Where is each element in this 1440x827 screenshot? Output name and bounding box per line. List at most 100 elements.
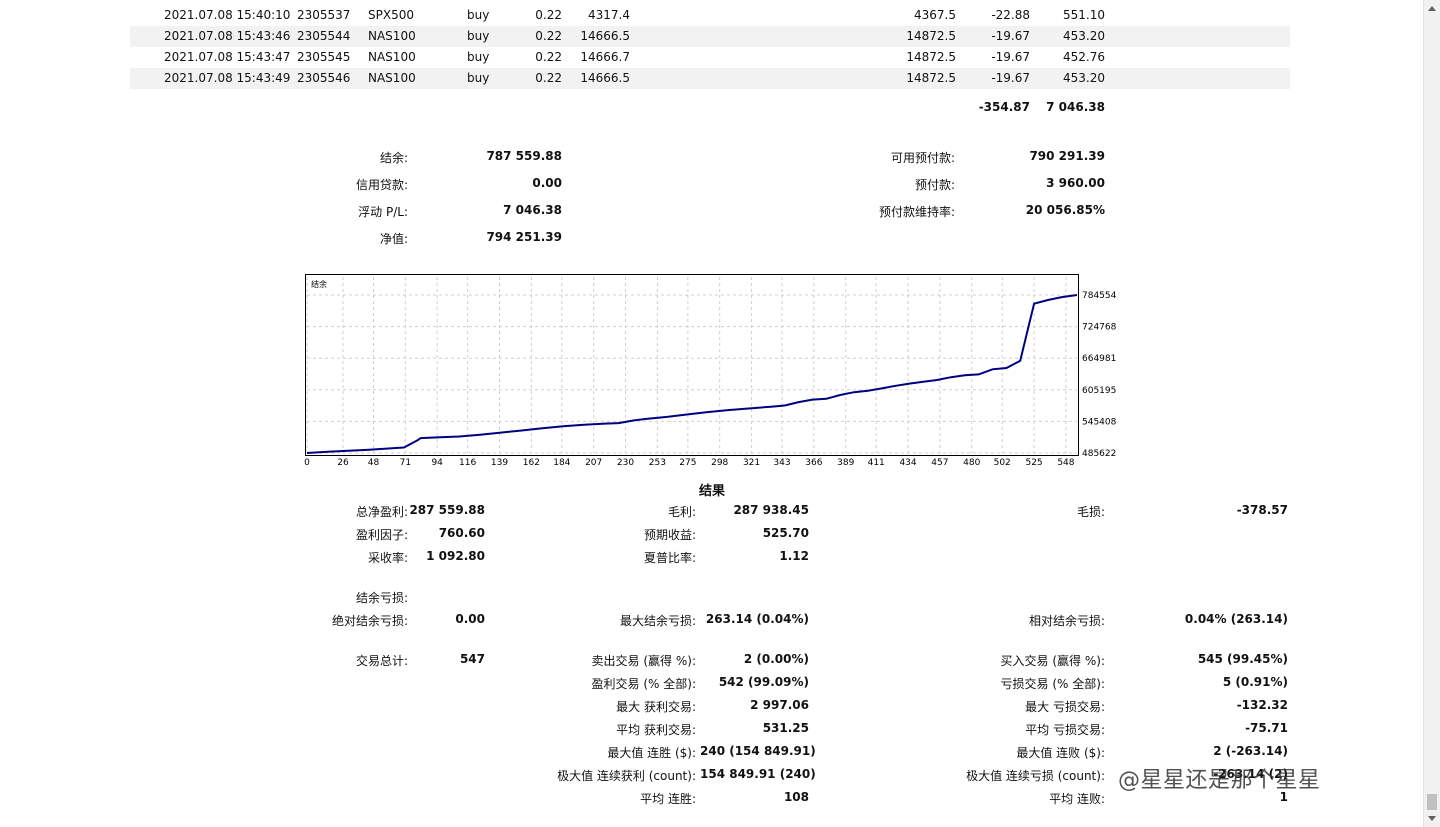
- long-trades-label: 买入交易 (赢得 %):: [1000, 654, 1105, 668]
- balance-series-line: [306, 294, 1078, 454]
- x-tick-label: 230: [617, 458, 634, 468]
- trade-time: 2021.07.08 15:40:10: [164, 8, 291, 22]
- trade-open-price: 14666.7: [580, 50, 630, 64]
- trade-symbol: NAS100: [368, 71, 416, 85]
- trade-open-price: 14666.5: [580, 71, 630, 85]
- floating-pl-value: 7 046.38: [503, 203, 562, 217]
- trade-close-price: 14872.5: [906, 50, 956, 64]
- balance-drawdown-header: 结余亏损:: [355, 591, 408, 605]
- x-tick-label: 321: [743, 458, 760, 468]
- vertical-scrollbar[interactable]: [1423, 0, 1440, 827]
- trade-swap: -19.67: [991, 71, 1030, 85]
- net-profit-value: 287 559.88: [409, 503, 485, 517]
- trade-profit: 452.76: [1063, 50, 1105, 64]
- trade-symbol: NAS100: [368, 29, 416, 43]
- trade-symbol: SPX500: [368, 8, 414, 22]
- table-row: 2021.07.08 15:43:47 2305545 NAS100 buy 0…: [130, 47, 1290, 68]
- x-tick-label: 184: [553, 458, 570, 468]
- average-loss-label: 平均 亏损交易:: [1025, 723, 1105, 737]
- x-tick-label: 116: [459, 458, 476, 468]
- margin-value: 3 960.00: [1046, 176, 1105, 190]
- y-tick-label: 605195: [1082, 386, 1116, 396]
- trade-profit: 551.10: [1063, 8, 1105, 22]
- average-consecutive-wins-label: 平均 连胜:: [640, 792, 696, 806]
- average-consecutive-wins-value: 108: [783, 790, 809, 804]
- free-margin-value: 790 291.39: [1029, 149, 1105, 163]
- balance-value: 787 559.88: [486, 149, 562, 163]
- maximal-consecutive-profit-value: 154 849.91 (240): [700, 767, 816, 781]
- x-tick-label: 71: [400, 458, 411, 468]
- trade-time: 2021.07.08 15:43:49: [164, 71, 291, 85]
- absolute-drawdown-label: 绝对结余亏损:: [331, 614, 408, 628]
- balance-chart: 结余: [305, 274, 1079, 456]
- x-tick-label: 411: [868, 458, 885, 468]
- trade-close-price: 14872.5: [906, 71, 956, 85]
- profit-factor-label: 盈利因子:: [355, 528, 408, 542]
- recovery-factor-value: 1 092.80: [426, 549, 485, 563]
- x-tick-label: 548: [1057, 458, 1074, 468]
- max-consecutive-wins-label: 最大值 连胜 ($):: [607, 746, 696, 760]
- results-title: 结果: [699, 484, 726, 499]
- largest-loss-value: -132.32: [1236, 698, 1288, 712]
- net-profit-label: 总净盈利:: [355, 505, 408, 519]
- trade-volume: 0.22: [535, 71, 562, 85]
- x-tick-label: 434: [899, 458, 916, 468]
- trade-type: buy: [467, 50, 490, 64]
- profit-factor-value: 760.60: [438, 526, 485, 540]
- expected-payoff-value: 525.70: [762, 526, 809, 540]
- margin-label: 预付款:: [914, 178, 955, 192]
- average-consecutive-losses-label: 平均 连败:: [1049, 792, 1105, 806]
- trade-volume: 0.22: [535, 8, 562, 22]
- trade-symbol: NAS100: [368, 50, 416, 64]
- profit-trades-value: 542 (99.09%): [718, 675, 809, 689]
- trade-close-price: 4367.5: [914, 8, 956, 22]
- scroll-up-arrow-icon[interactable]: [1428, 6, 1436, 11]
- trade-close-price: 14872.5: [906, 29, 956, 43]
- short-trades-value: 2 (0.00%): [743, 652, 809, 666]
- maximal-drawdown-value: 263.14 (0.04%): [705, 612, 809, 626]
- trade-profit: 453.20: [1063, 29, 1105, 43]
- equity-value: 794 251.39: [486, 230, 562, 244]
- largest-profit-value: 2 997.06: [750, 698, 809, 712]
- largest-profit-label: 最大 获利交易:: [616, 700, 696, 714]
- x-tick-label: 457: [931, 458, 948, 468]
- margin-level-value: 20 056.85%: [1025, 203, 1105, 217]
- scrollbar-thumb[interactable]: [1427, 794, 1437, 810]
- x-tick-label: 389: [837, 458, 854, 468]
- x-tick-label: 502: [994, 458, 1011, 468]
- maximal-consecutive-loss-value: -263.14 (2): [1213, 767, 1288, 781]
- x-tick-label: 0: [304, 458, 310, 468]
- trade-ticket: 2305544: [297, 29, 351, 43]
- trade-time: 2021.07.08 15:43:47: [164, 50, 291, 64]
- x-tick-label: 48: [368, 458, 380, 468]
- trade-ticket: 2305545: [297, 50, 351, 64]
- gross-loss-value: -378.57: [1236, 503, 1288, 517]
- margin-level-label: 预付款维持率:: [878, 205, 955, 219]
- max-consecutive-losses-value: 2 (-263.14): [1213, 744, 1288, 758]
- balance-label: 结余:: [379, 151, 408, 165]
- total-trades-label: 交易总计:: [355, 654, 408, 668]
- x-tick-label: 139: [491, 458, 508, 468]
- y-tick-label: 724768: [1082, 323, 1117, 333]
- average-consecutive-losses-value: 1: [1279, 790, 1288, 804]
- equity-label: 净值:: [379, 232, 408, 246]
- maximal-consecutive-profit-label: 极大值 连续获利 (count):: [557, 769, 696, 783]
- trade-open-price: 4317.4: [588, 8, 630, 22]
- scroll-down-arrow-icon[interactable]: [1428, 816, 1436, 821]
- short-trades-label: 卖出交易 (赢得 %):: [591, 654, 696, 668]
- total-trades-value: 547: [459, 652, 485, 666]
- x-tick-label: 94: [431, 458, 443, 468]
- total-swap: -354.87: [978, 100, 1030, 114]
- average-loss-value: -75.71: [1245, 721, 1288, 735]
- max-consecutive-wins-value: 240 (154 849.91): [700, 744, 816, 758]
- y-tick-label: 485622: [1082, 449, 1116, 459]
- trade-type: buy: [467, 29, 490, 43]
- table-row: 2021.07.08 15:43:46 2305544 NAS100 buy 0…: [130, 26, 1290, 47]
- trade-open-price: 14666.5: [580, 29, 630, 43]
- trade-type: buy: [467, 8, 490, 22]
- y-tick-label: 545408: [1082, 417, 1117, 427]
- maximal-consecutive-loss-label: 极大值 连续亏损 (count):: [966, 769, 1105, 783]
- trade-swap: -19.67: [991, 29, 1030, 43]
- y-tick-label: 784554: [1082, 291, 1117, 301]
- sharpe-ratio-label: 夏普比率:: [643, 551, 696, 565]
